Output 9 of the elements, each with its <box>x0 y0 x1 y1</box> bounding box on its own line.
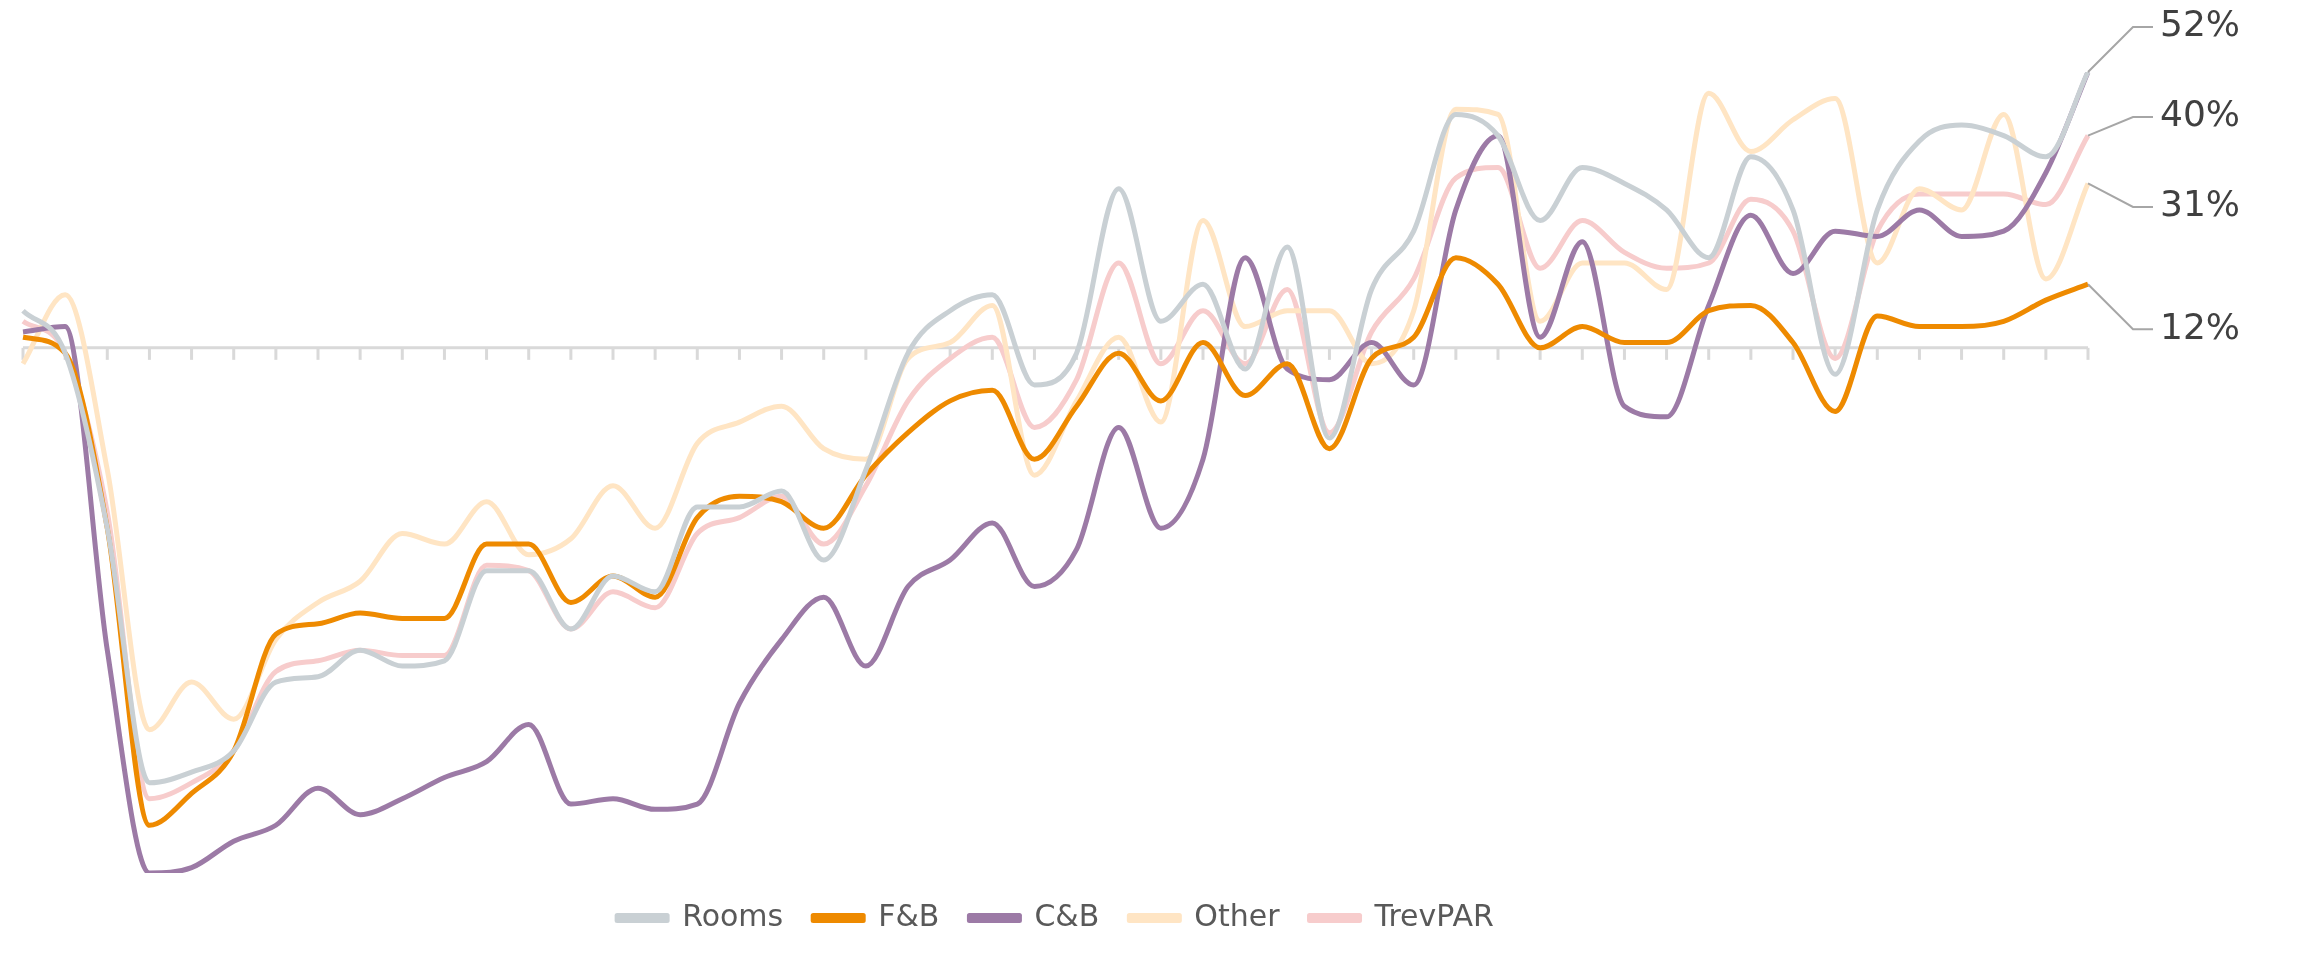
legend-label: C&B <box>1034 897 1100 933</box>
data-label: 12% <box>2160 305 2241 347</box>
data-label: 31% <box>2160 183 2241 225</box>
data-label: 40% <box>2160 93 2241 135</box>
legend-label: TrevPAR <box>1373 897 1494 933</box>
legend-label: Other <box>1194 897 1281 933</box>
data-label: 52% <box>2160 3 2241 45</box>
legend-label: F&B <box>878 897 940 933</box>
legend-label: Rooms <box>682 897 784 933</box>
